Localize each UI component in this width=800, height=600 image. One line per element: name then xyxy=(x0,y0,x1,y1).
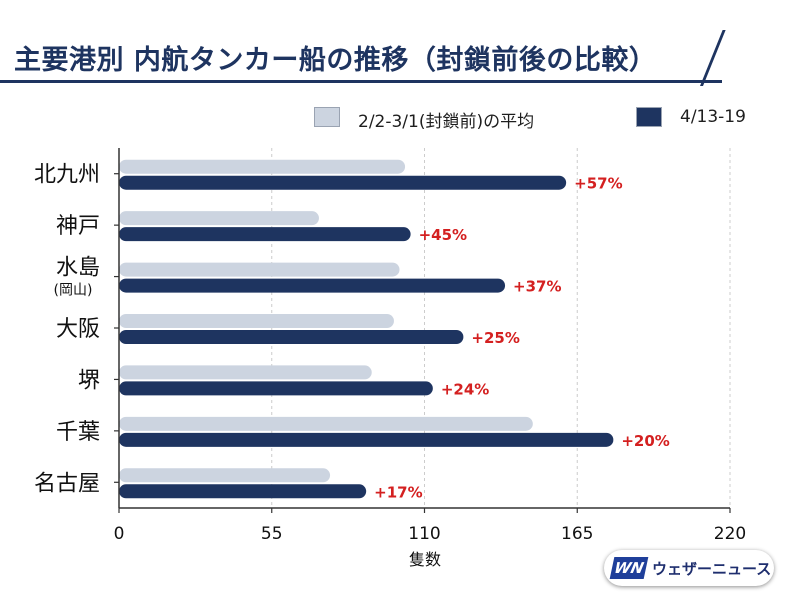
bar-before xyxy=(119,365,372,380)
x-tick-label: 110 xyxy=(408,524,440,544)
x-tick-label: 165 xyxy=(561,524,593,544)
x-axis-title: 隻数 xyxy=(409,550,441,569)
bar-before xyxy=(119,468,331,483)
x-tick-label: 55 xyxy=(261,524,283,544)
x-tick-label: 0 xyxy=(114,524,125,544)
bar-before xyxy=(119,262,400,277)
x-tick-label: 220 xyxy=(714,524,746,544)
logo-mark: WN xyxy=(609,557,649,579)
legend-label-before: 2/2-3/1(封鎖前)の平均 xyxy=(358,112,535,132)
bar-after xyxy=(119,381,433,396)
bar-before xyxy=(119,416,533,431)
bar-after xyxy=(119,227,411,242)
bar-after xyxy=(119,330,464,344)
bar-after xyxy=(119,432,614,447)
data-label-pct: +17% xyxy=(374,483,422,501)
category-label: 水島 xyxy=(56,256,100,281)
category-label: 神戸 xyxy=(56,214,100,239)
legend-swatch-before xyxy=(314,107,340,127)
title-underline xyxy=(0,80,722,83)
bar-after xyxy=(119,278,506,293)
bar-after xyxy=(119,484,367,499)
data-label-pct: +45% xyxy=(419,226,467,244)
category-label: 大阪 xyxy=(56,317,100,342)
category-label: 北九州 xyxy=(34,163,100,188)
title-banner xyxy=(0,34,730,80)
data-label-pct: +57% xyxy=(574,175,622,193)
data-label-pct: +20% xyxy=(621,432,669,450)
legend-label-after: 4/13-19 xyxy=(680,107,746,127)
category-label: 堺 xyxy=(78,368,100,393)
bar-before xyxy=(119,314,394,328)
logo-text: ウェザーニュース xyxy=(652,560,772,578)
bar-after xyxy=(119,175,567,190)
data-label-pct: +25% xyxy=(471,329,519,347)
category-sublabel: (岡山) xyxy=(54,283,93,299)
bar-before xyxy=(119,211,319,226)
category-label: 千葉 xyxy=(56,420,100,445)
weathernews-logo: WN ウェザーニュース xyxy=(604,550,774,586)
bar-before xyxy=(119,159,406,174)
chart-title: 主要港別 内航タンカー船の推移（封鎖前後の比較） xyxy=(14,45,657,76)
legend-swatch-after xyxy=(636,107,662,127)
data-label-pct: +24% xyxy=(441,380,489,398)
data-label-pct: +37% xyxy=(513,278,561,296)
category-label: 名古屋 xyxy=(34,471,100,496)
